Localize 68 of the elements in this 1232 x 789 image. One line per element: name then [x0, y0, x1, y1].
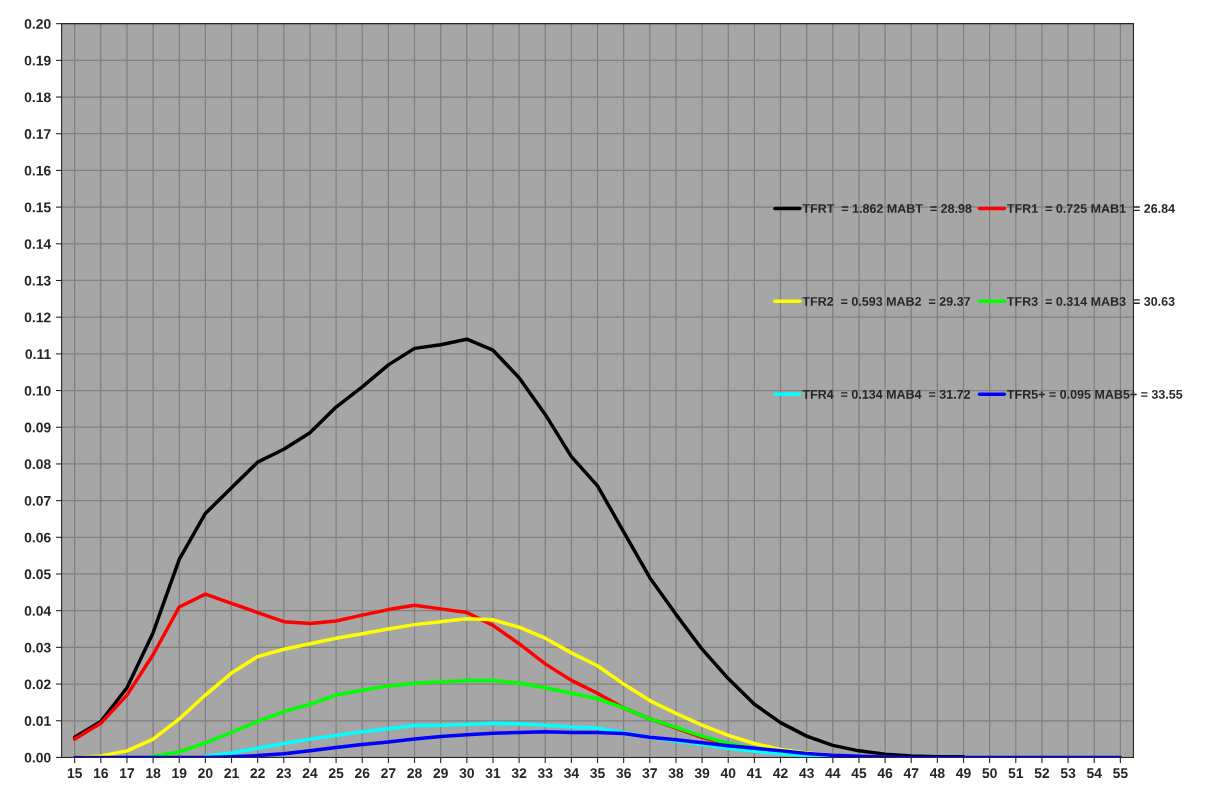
x-tick-label: 42	[773, 768, 788, 778]
x-tick-label: 46	[877, 768, 893, 779]
x-tick-label: 30	[459, 768, 474, 779]
x-tick-label: 28	[407, 768, 422, 779]
x-tick-label: 35	[590, 768, 605, 779]
y-tick-label: 0.17	[24, 129, 51, 139]
y-tick-label: 0.15	[24, 202, 51, 213]
legend-label: TFRT = 1.862 MABT = 28.98	[802, 204, 972, 213]
y-tick-label: 0.08	[24, 459, 51, 470]
legend-label: TFR3 = 0.314 MAB3 = 30.63	[1007, 297, 1175, 306]
x-tick-label: 19	[172, 768, 187, 779]
x-tick-label: 27	[381, 768, 396, 778]
y-tick-label: 0.16	[24, 165, 51, 176]
x-tick-label: 18	[146, 768, 161, 779]
y-tick-label: 0.12	[24, 312, 51, 323]
y-tick-label: 0.05	[24, 569, 51, 580]
legend-label: TFR2 = 0.593 MAB2 = 29.37	[802, 297, 970, 306]
y-tick-label: 0.14	[24, 239, 52, 249]
x-tick-label: 31	[485, 768, 501, 779]
line-series	[72, 730, 1123, 758]
x-tick-label: 21	[224, 768, 239, 778]
y-tick-label: 0.10	[24, 385, 51, 396]
y-tick-label: 0.02	[24, 679, 51, 690]
x-tick-label: 22	[250, 768, 265, 778]
y-tick-label: 0.20	[24, 19, 51, 29]
x-tick-label: 32	[511, 768, 527, 779]
x-tick-label: 37	[642, 768, 657, 779]
x-tick-label: 49	[956, 768, 971, 779]
x-tick-label: 26	[355, 768, 370, 779]
x-tick-label: 16	[93, 768, 109, 779]
x-tick-label: 44	[825, 768, 841, 778]
x-tick-label: 20	[198, 768, 213, 779]
x-tick-label: 34	[563, 768, 580, 779]
x-tick-label: 17	[120, 768, 135, 778]
x-tick-label: 25	[328, 768, 344, 779]
x-tick-label: 38	[668, 768, 684, 779]
y-tick-label: 0.06	[24, 532, 51, 543]
legend-label: TFR4 = 0.134 MAB4 = 31.72	[802, 389, 971, 399]
legend-label: TFR1 = 0.725 MAB1 = 26.84	[1007, 204, 1175, 213]
x-tick-label: 53	[1060, 768, 1076, 779]
y-tick-label: 0.00	[24, 752, 51, 763]
y-tick-label: 0.01	[24, 716, 51, 726]
x-tick-label: 51	[1008, 768, 1024, 779]
x-tick-label: 33	[537, 768, 553, 779]
x-tick-label: 40	[720, 768, 736, 779]
y-tick-label: 0.04	[24, 606, 52, 616]
x-tick-label: 23	[276, 768, 292, 779]
x-tick-label: 15	[67, 768, 83, 779]
x-tick-label: 55	[1113, 768, 1128, 779]
y-tick-label: 0.11	[25, 349, 51, 360]
x-tick-label: 54	[1086, 768, 1102, 779]
x-tick-label: 39	[694, 768, 710, 779]
x-tick-label: 24	[302, 768, 318, 778]
x-tick-label: 36	[616, 768, 631, 779]
x-tick-label: 41	[746, 768, 762, 778]
y-tick-label: 0.18	[24, 92, 51, 103]
x-tick-label: 43	[799, 768, 814, 779]
y-tick-label: 0.09	[24, 422, 51, 433]
y-tick-label: 0.13	[24, 275, 51, 286]
x-tick-label: 48	[929, 768, 945, 779]
y-tick-label: 0.07	[24, 495, 51, 506]
y-tick-label: 0.03	[24, 642, 51, 653]
x-tick-label: 47	[903, 768, 919, 778]
x-tick-label: 52	[1034, 768, 1050, 779]
y-tick-label: 0.19	[24, 55, 51, 66]
x-tick-label: 50	[982, 768, 997, 779]
x-tick-label: 29	[433, 768, 448, 779]
x-tick-label: 45	[851, 768, 867, 779]
